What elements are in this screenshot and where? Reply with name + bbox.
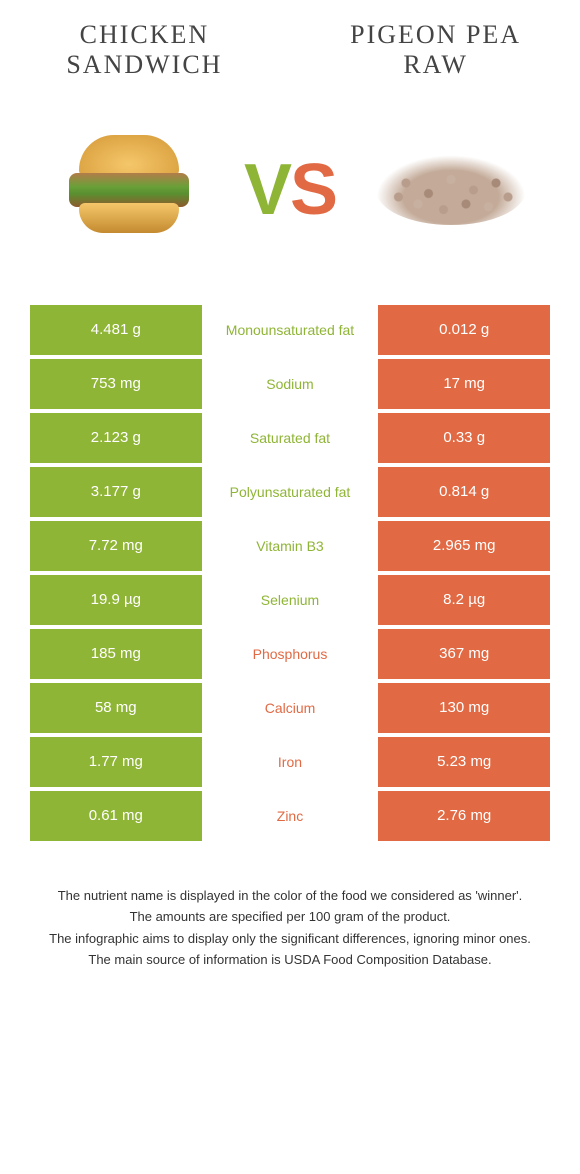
comparison-infographic: CHICKEN SANDWICH PIGEON PEA RAW VS 4.481… bbox=[0, 0, 580, 1012]
left-value: 2.123 g bbox=[30, 413, 202, 463]
left-value: 753 mg bbox=[30, 359, 202, 409]
vs-label: VS bbox=[244, 149, 336, 231]
nutrient-label: Calcium bbox=[202, 683, 379, 733]
left-value: 19.9 µg bbox=[30, 575, 202, 625]
nutrient-label: Zinc bbox=[202, 791, 379, 841]
table-row: 58 mgCalcium130 mg bbox=[30, 683, 550, 733]
right-value: 130 mg bbox=[378, 683, 550, 733]
right-value: 2.965 mg bbox=[378, 521, 550, 571]
right-food-image bbox=[352, 130, 550, 250]
sandwich-icon bbox=[59, 135, 199, 245]
table-row: 19.9 µgSelenium8.2 µg bbox=[30, 575, 550, 625]
left-value: 3.177 g bbox=[30, 467, 202, 517]
nutrient-label: Iron bbox=[202, 737, 379, 787]
table-row: 2.123 gSaturated fat0.33 g bbox=[30, 413, 550, 463]
footer-notes: The nutrient name is displayed in the co… bbox=[30, 886, 550, 970]
nutrient-label: Sodium bbox=[202, 359, 379, 409]
hero-row: VS bbox=[30, 110, 550, 270]
footer-line-2: The amounts are specified per 100 gram o… bbox=[30, 907, 550, 927]
vs-v: V bbox=[244, 150, 290, 230]
right-value: 17 mg bbox=[378, 359, 550, 409]
right-value: 0.012 g bbox=[378, 305, 550, 355]
left-value: 185 mg bbox=[30, 629, 202, 679]
footer-line-1: The nutrient name is displayed in the co… bbox=[30, 886, 550, 906]
table-row: 7.72 mgVitamin B32.965 mg bbox=[30, 521, 550, 571]
nutrient-label: Vitamin B3 bbox=[202, 521, 379, 571]
table-row: 3.177 gPolyunsaturated fat0.814 g bbox=[30, 467, 550, 517]
nutrient-label: Selenium bbox=[202, 575, 379, 625]
right-food-title: PIGEON PEA RAW bbox=[321, 20, 550, 80]
table-row: 0.61 mgZinc2.76 mg bbox=[30, 791, 550, 841]
right-value: 0.814 g bbox=[378, 467, 550, 517]
left-value: 4.481 g bbox=[30, 305, 202, 355]
pigeon-pea-icon bbox=[376, 145, 526, 235]
left-food-image bbox=[30, 130, 228, 250]
table-row: 4.481 gMonounsaturated fat0.012 g bbox=[30, 305, 550, 355]
right-value: 5.23 mg bbox=[378, 737, 550, 787]
left-value: 58 mg bbox=[30, 683, 202, 733]
nutrient-label: Saturated fat bbox=[202, 413, 379, 463]
right-value: 8.2 µg bbox=[378, 575, 550, 625]
right-value: 0.33 g bbox=[378, 413, 550, 463]
titles-row: CHICKEN SANDWICH PIGEON PEA RAW bbox=[30, 20, 550, 80]
footer-line-4: The main source of information is USDA F… bbox=[30, 950, 550, 970]
right-value: 2.76 mg bbox=[378, 791, 550, 841]
footer-line-3: The infographic aims to display only the… bbox=[30, 929, 550, 949]
table-row: 185 mgPhosphorus367 mg bbox=[30, 629, 550, 679]
table-row: 753 mgSodium17 mg bbox=[30, 359, 550, 409]
left-value: 1.77 mg bbox=[30, 737, 202, 787]
nutrient-label: Polyunsaturated fat bbox=[202, 467, 379, 517]
left-value: 0.61 mg bbox=[30, 791, 202, 841]
left-food-title: CHICKEN SANDWICH bbox=[30, 20, 259, 80]
nutrient-label: Monounsaturated fat bbox=[202, 305, 379, 355]
right-value: 367 mg bbox=[378, 629, 550, 679]
nutrient-label: Phosphorus bbox=[202, 629, 379, 679]
table-row: 1.77 mgIron5.23 mg bbox=[30, 737, 550, 787]
vs-s: S bbox=[290, 150, 336, 230]
nutrient-table: 4.481 gMonounsaturated fat0.012 g753 mgS… bbox=[30, 305, 550, 841]
left-value: 7.72 mg bbox=[30, 521, 202, 571]
